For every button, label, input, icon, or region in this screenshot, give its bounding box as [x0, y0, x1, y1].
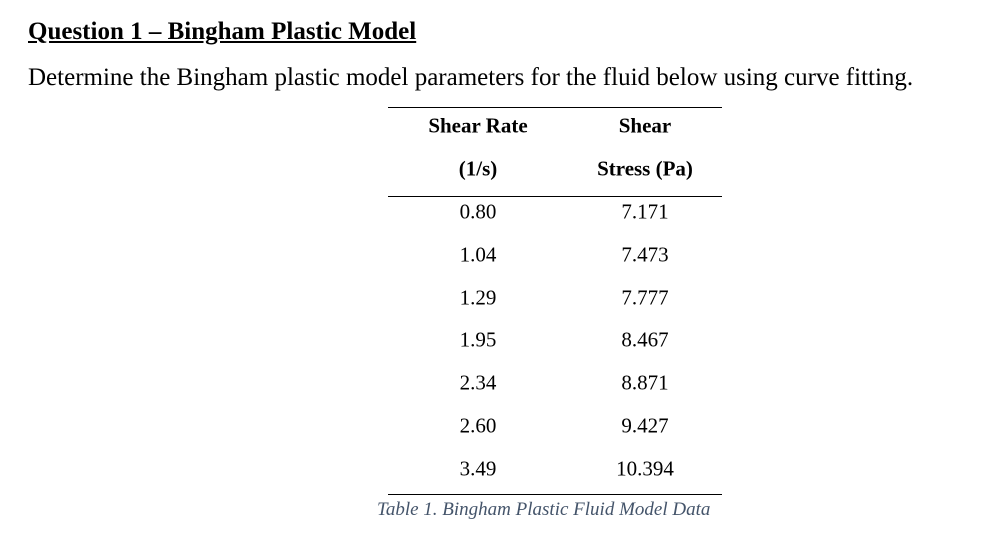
table-header-rule: [388, 196, 722, 197]
question-title: Question 1 – Bingham Plastic Model: [28, 18, 417, 45]
table-cell: 7.171: [621, 199, 669, 224]
table-cell: 2.60: [459, 413, 497, 438]
table-cell: 3.49: [459, 456, 497, 481]
table-cell: 8.467: [621, 327, 669, 352]
column-header: Shear: [618, 113, 672, 138]
table-cell: 1.29: [459, 285, 497, 310]
table-cell: 9.427: [621, 413, 669, 438]
instruction-text: Determine the Bingham plastic model para…: [28, 64, 914, 91]
table-cell: 7.473: [621, 242, 669, 267]
table-cell: 2.34: [459, 370, 497, 395]
column-header: Shear Rate: [428, 113, 528, 138]
table-cell: 1.95: [459, 327, 497, 352]
column-header: (1/s): [458, 156, 498, 181]
table-cell: 1.04: [459, 242, 497, 267]
table-cell: 0.80: [459, 199, 497, 224]
column-header: Stress (Pa): [597, 156, 693, 181]
table-cell: 8.871: [621, 370, 669, 395]
table-cell: 10.394: [616, 456, 674, 481]
table-caption: Table 1. Bingham Plastic Fluid Model Dat…: [377, 499, 711, 520]
table-top-rule: [388, 107, 722, 108]
table-cell: 7.777: [621, 285, 669, 310]
table-bottom-rule: [388, 494, 722, 495]
